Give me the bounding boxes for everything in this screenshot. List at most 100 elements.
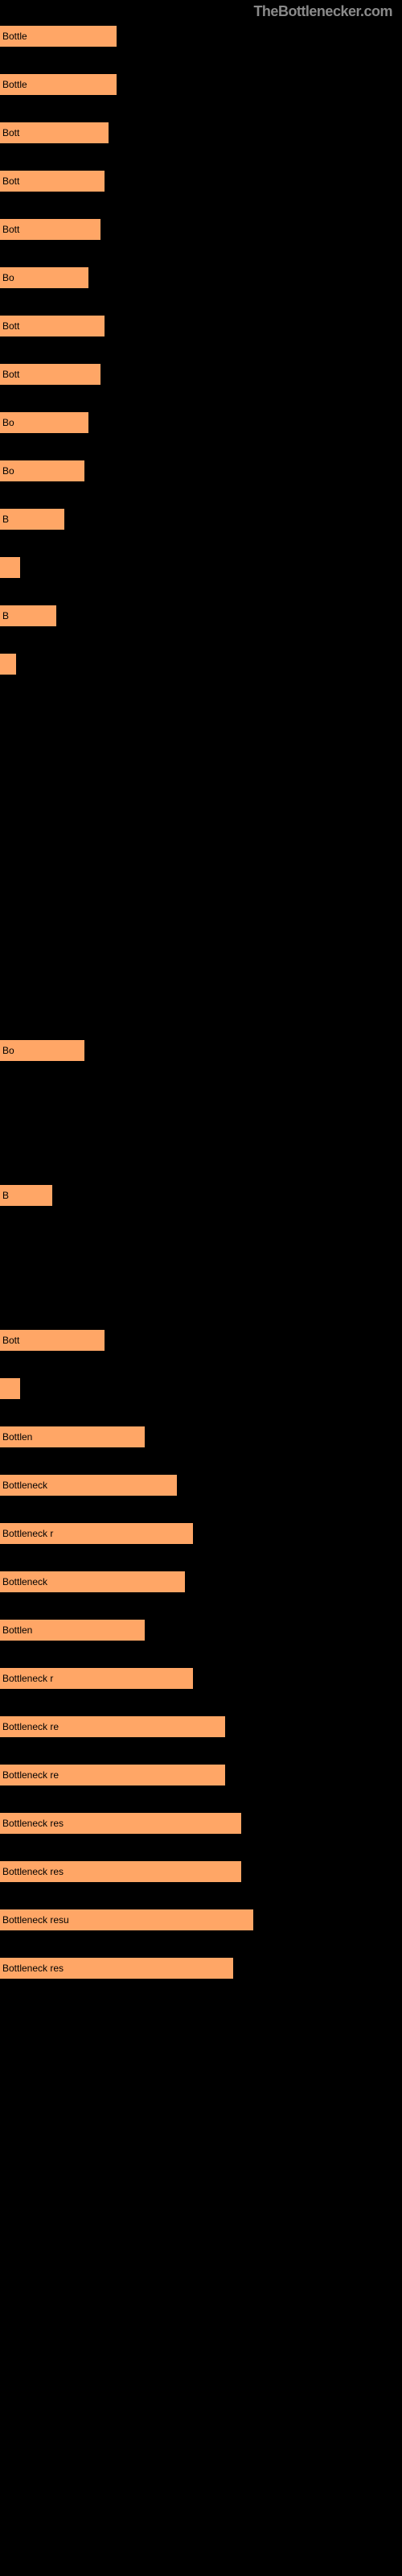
chart-bar-label: Bo (2, 272, 14, 283)
chart-bar-label: Bottleneck resu (2, 1914, 69, 1926)
chart-bar-label: Bott (2, 369, 19, 380)
chart-row: Bott (0, 169, 402, 193)
chart-row: Bottleneck res (0, 1811, 402, 1835)
chart-bar: Bott (0, 364, 100, 385)
chart-bar: B (0, 1185, 52, 1206)
chart-row: Bottleneck r (0, 1521, 402, 1546)
chart-row: Bottleneck re (0, 1715, 402, 1739)
chart-bar: Bottleneck r (0, 1523, 193, 1544)
chart-row-gap (0, 48, 402, 72)
chart-bar-label: Bottleneck res (2, 1818, 64, 1829)
chart-bar: Bott (0, 171, 105, 192)
chart-bar: B (0, 605, 56, 626)
chart-row: Bottleneck resu (0, 1908, 402, 1932)
chart-row (0, 1280, 402, 1304)
chart-bar: Bo (0, 1040, 84, 1061)
chart-bar-label: Bottlen (2, 1431, 32, 1443)
chart-row: Bottleneck res (0, 1860, 402, 1884)
chart-row: Bottleneck (0, 1570, 402, 1594)
chart-bar: Bott (0, 122, 109, 143)
chart-row-gap (0, 821, 402, 845)
chart-row-gap (0, 1304, 402, 1328)
chart-bar-label: Bottleneck res (2, 1963, 64, 1974)
chart-row-gap (0, 1063, 402, 1087)
chart-row-gap (0, 483, 402, 507)
chart-bar: Bottleneck (0, 1475, 177, 1496)
chart-bar: Bottleneck r (0, 1668, 193, 1689)
chart-row (0, 555, 402, 580)
chart-row-gap (0, 724, 402, 749)
chart-bar-label: Bottlen (2, 1624, 32, 1636)
chart-row (0, 1232, 402, 1256)
chart-bar-label: Bottle (2, 31, 27, 42)
chart-row: Bo (0, 459, 402, 483)
chart-bar-label: B (2, 1190, 9, 1201)
chart-row-gap (0, 338, 402, 362)
chart-bar: Bottleneck (0, 1571, 185, 1592)
chart-bar-label: Bottleneck r (2, 1528, 53, 1539)
chart-row: Bottleneck res (0, 1956, 402, 1980)
chart-row-gap (0, 1739, 402, 1763)
chart-row-gap (0, 1980, 402, 2004)
chart-row-gap (0, 773, 402, 797)
chart-row-gap (0, 242, 402, 266)
chart-row: Bo (0, 411, 402, 435)
chart-row-gap (0, 290, 402, 314)
chart-row-gap (0, 1111, 402, 1135)
chart-bar: Bott (0, 1330, 105, 1351)
chart-row: Bottleneck r (0, 1666, 402, 1690)
bottleneck-bar-chart: BottleBottleBottBottBottBoBottBottBoBoBB… (0, 0, 402, 2004)
chart-bar-label: Bo (2, 465, 14, 477)
chart-row: Bott (0, 362, 402, 386)
chart-row: Bottleneck re (0, 1763, 402, 1787)
chart-bar: Bottleneck res (0, 1861, 241, 1882)
chart-row (0, 1087, 402, 1111)
chart-row-gap (0, 1690, 402, 1715)
chart-row: B (0, 507, 402, 531)
chart-row-gap (0, 1256, 402, 1280)
chart-bar-label: Bottleneck re (2, 1721, 59, 1732)
chart-row: Bottle (0, 24, 402, 48)
chart-row-gap (0, 1159, 402, 1183)
chart-bar-label: Bottleneck r (2, 1673, 53, 1684)
chart-bar-label: Bottleneck res (2, 1866, 64, 1877)
chart-row-gap (0, 1594, 402, 1618)
chart-bar: Bott (0, 219, 100, 240)
chart-bar-label: Bo (2, 1045, 14, 1056)
chart-bar-label: B (2, 610, 9, 621)
chart-bar: Bott (0, 316, 105, 336)
chart-row: Bottleneck (0, 1473, 402, 1497)
chart-row-gap (0, 1352, 402, 1377)
chart-row-gap (0, 1787, 402, 1811)
chart-row: Bott (0, 121, 402, 145)
chart-row-gap (0, 1208, 402, 1232)
chart-row-gap (0, 386, 402, 411)
chart-row-gap (0, 1835, 402, 1860)
chart-bar: Bottlen (0, 1426, 145, 1447)
chart-row (0, 1135, 402, 1159)
chart-row-gap (0, 193, 402, 217)
chart-row-gap (0, 628, 402, 652)
chart-row-gap (0, 580, 402, 604)
chart-bar-label: Bott (2, 320, 19, 332)
chart-row: B (0, 604, 402, 628)
chart-bar (0, 654, 16, 675)
chart-row (0, 845, 402, 869)
chart-row-gap (0, 97, 402, 121)
chart-row-gap (0, 1014, 402, 1038)
chart-bar: Bo (0, 412, 88, 433)
chart-bar: Bottleneck res (0, 1813, 241, 1834)
chart-bar-label: B (2, 514, 9, 525)
chart-row: Bottlen (0, 1618, 402, 1642)
chart-row-gap (0, 918, 402, 942)
chart-row-gap (0, 1449, 402, 1473)
chart-row-gap (0, 1546, 402, 1570)
chart-row: Bott (0, 314, 402, 338)
chart-bar-label: Bottleneck re (2, 1769, 59, 1781)
chart-bar: Bottlen (0, 1620, 145, 1641)
chart-bar-label: Bott (2, 1335, 19, 1346)
chart-row: Bo (0, 1038, 402, 1063)
chart-bar: Bo (0, 460, 84, 481)
chart-bar: B (0, 509, 64, 530)
chart-row: Bo (0, 266, 402, 290)
